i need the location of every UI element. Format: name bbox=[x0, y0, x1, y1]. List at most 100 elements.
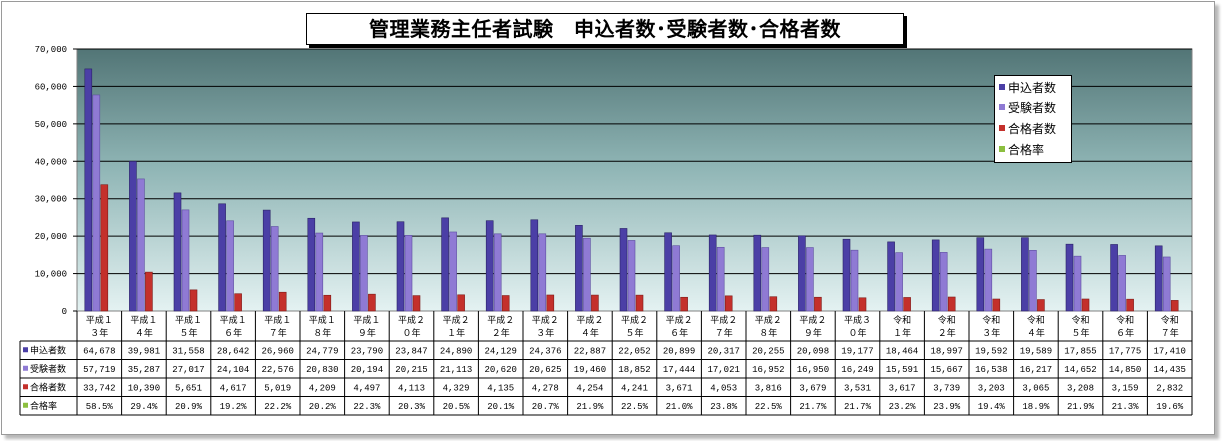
x-category-label: ２年 bbox=[938, 327, 956, 339]
table-cell: 4,278 bbox=[532, 383, 559, 393]
x-category-label: 令和 bbox=[1071, 314, 1089, 326]
x-category-label: ３年 bbox=[982, 327, 1000, 339]
bar-applicants bbox=[798, 235, 806, 312]
legend-swatch-examinees bbox=[999, 104, 1005, 110]
table-cell: 5,019 bbox=[264, 383, 291, 393]
x-category-label: ３年 bbox=[90, 327, 108, 339]
table-row-label: 合格者数 bbox=[30, 381, 66, 393]
table-cell: 19,177 bbox=[841, 346, 873, 356]
table-cell: 22,052 bbox=[618, 346, 650, 356]
x-category-label: ５年 bbox=[1071, 327, 1089, 339]
x-category-label: 令和 bbox=[1116, 314, 1134, 326]
bar-applicants bbox=[887, 241, 895, 312]
table-cell: 22,576 bbox=[261, 365, 293, 375]
x-category-label: ０年 bbox=[402, 327, 420, 339]
legend-swatch-rate bbox=[999, 146, 1005, 152]
bar-examinees bbox=[984, 248, 993, 312]
legend-label-passers: 合格者数 bbox=[1008, 121, 1057, 136]
table-cell: 23.2% bbox=[889, 402, 917, 412]
y-tick-label: 20,000 bbox=[35, 232, 67, 242]
table-cell: 17,775 bbox=[1109, 346, 1141, 356]
bar-passers bbox=[145, 271, 153, 312]
bar-examinees bbox=[761, 247, 770, 312]
table-cell: 58.5% bbox=[86, 402, 114, 412]
bar-applicants bbox=[530, 219, 539, 312]
table-cell: 16,249 bbox=[841, 365, 873, 375]
x-category-label: 令和 bbox=[893, 314, 911, 326]
x-category-label: 令和 bbox=[1027, 314, 1045, 326]
bar-applicants bbox=[1021, 237, 1029, 312]
table-cell: 20.2% bbox=[309, 402, 337, 412]
x-category-label: ７年 bbox=[715, 327, 733, 339]
x-category-label: ４年 bbox=[1027, 327, 1045, 339]
y-tick-label: 40,000 bbox=[35, 157, 67, 167]
table-cell: 4,113 bbox=[398, 383, 425, 393]
legend-item-rate: 合格率 bbox=[999, 140, 1044, 158]
bar-examinees bbox=[538, 233, 547, 312]
table-cell: 14,652 bbox=[1064, 365, 1096, 375]
table-cell: 20.5% bbox=[443, 402, 471, 412]
bar-examinees bbox=[1029, 250, 1037, 312]
x-category-label: 平成２ bbox=[576, 314, 603, 326]
x-category-label: ４年 bbox=[581, 327, 599, 339]
x-category-label: 平成１ bbox=[175, 314, 202, 326]
bar-passers bbox=[724, 295, 733, 312]
table-cell: 23.9% bbox=[933, 402, 961, 412]
table-cell: 20,899 bbox=[663, 346, 695, 356]
table-cell: 20,625 bbox=[529, 365, 561, 375]
table-cell: 28,642 bbox=[217, 346, 249, 356]
x-category-label: 平成１ bbox=[86, 314, 113, 326]
bar-applicants bbox=[396, 221, 405, 312]
y-tick-label: 30,000 bbox=[35, 195, 67, 205]
bar-passers bbox=[680, 296, 688, 312]
table-cell: 20,830 bbox=[306, 365, 338, 375]
x-category-label: ７年 bbox=[269, 327, 287, 339]
bar-applicants bbox=[931, 239, 940, 312]
table-cell: 3,617 bbox=[889, 383, 916, 393]
table-cell: 26,960 bbox=[261, 346, 293, 356]
y-tick-label: 10,000 bbox=[35, 270, 67, 280]
table-cell: 23,790 bbox=[351, 346, 383, 356]
x-category-label: 平成１ bbox=[309, 314, 336, 326]
bar-passers bbox=[947, 296, 956, 312]
x-category-label: ８年 bbox=[313, 327, 331, 339]
x-category-label: ７年 bbox=[1161, 327, 1179, 339]
table-cell: 21,113 bbox=[440, 365, 472, 375]
bar-applicants bbox=[1154, 245, 1163, 312]
bar-passers bbox=[100, 184, 109, 312]
bar-applicants bbox=[218, 203, 226, 312]
bar-examinees bbox=[315, 232, 324, 312]
table-cell: 24,779 bbox=[306, 346, 338, 356]
table-cell: 21.3% bbox=[1112, 402, 1140, 412]
bar-examinees bbox=[137, 178, 145, 312]
table-cell: 4,209 bbox=[309, 383, 336, 393]
table-cell: 20.7% bbox=[532, 402, 560, 412]
bar-examinees bbox=[583, 237, 591, 312]
bar-applicants bbox=[753, 234, 762, 312]
table-cell: 20,098 bbox=[797, 346, 829, 356]
bar-examinees bbox=[1118, 255, 1126, 312]
table-cell: 16,952 bbox=[752, 365, 784, 375]
table-cell: 3,816 bbox=[755, 383, 782, 393]
table-cell: 22,887 bbox=[574, 346, 606, 356]
bar-passers bbox=[814, 296, 822, 312]
bar-examinees bbox=[92, 94, 101, 312]
x-category-label: 平成２ bbox=[710, 314, 737, 326]
table-cell: 14,435 bbox=[1153, 365, 1185, 375]
bar-examinees bbox=[493, 233, 502, 312]
legend-item-passers: 合格者数 bbox=[999, 119, 1056, 137]
x-category-label: 令和 bbox=[982, 314, 1000, 326]
bar-applicants bbox=[664, 232, 672, 312]
table-cell: 33,742 bbox=[83, 383, 115, 393]
bar-passers bbox=[234, 293, 242, 312]
bar-examinees bbox=[1073, 255, 1082, 312]
table-cell: 64,678 bbox=[83, 346, 115, 356]
x-category-label: ３年 bbox=[536, 327, 554, 339]
bar-applicants bbox=[262, 209, 271, 312]
table-cell: 19,592 bbox=[975, 346, 1007, 356]
x-category-label: ５年 bbox=[625, 327, 643, 339]
table-cell: 16,538 bbox=[975, 365, 1007, 375]
x-category-label: 平成２ bbox=[666, 314, 693, 326]
legend-label-examinees: 受験者数 bbox=[1008, 100, 1057, 115]
